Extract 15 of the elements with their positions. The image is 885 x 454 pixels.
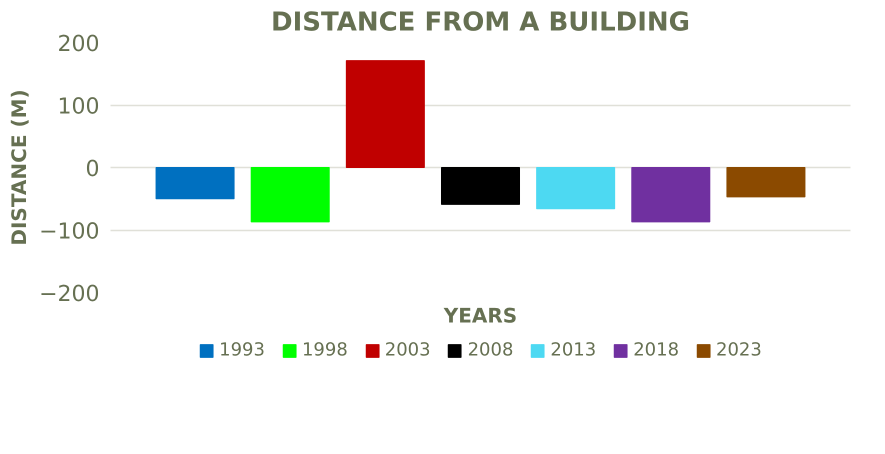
- legend-label: 2023: [716, 340, 762, 360]
- legend-label: 2008: [468, 340, 514, 360]
- legend-label: 2013: [550, 340, 596, 360]
- legend-label: 1993: [219, 340, 265, 360]
- y-tick-label: 200: [58, 32, 100, 57]
- y-tick-label: 100: [58, 94, 100, 120]
- y-tick-label: −200: [39, 282, 100, 307]
- legend-label: 1998: [302, 340, 348, 360]
- y-tick-label: −100: [39, 220, 100, 244]
- legend-label: 2003: [384, 340, 431, 360]
- chart-title: DISTANCE FROM A BUILDING: [271, 8, 690, 38]
- x-axis-title: YEARS: [442, 304, 518, 328]
- y-tick-label: 0: [86, 157, 100, 182]
- y-axis-title: DISTANCE (M): [7, 89, 32, 246]
- legend-label: 2018: [633, 340, 680, 360]
